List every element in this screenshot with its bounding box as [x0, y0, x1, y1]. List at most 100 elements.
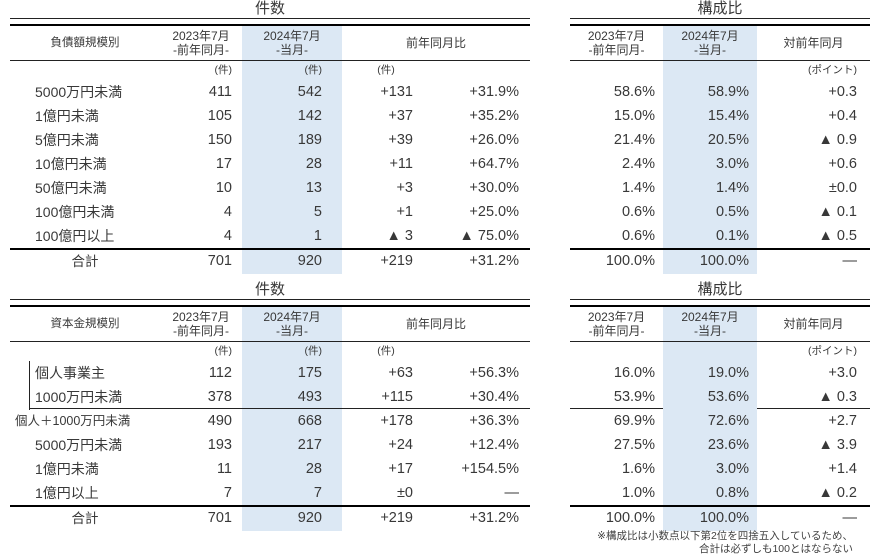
cell-value: ▲ 0.9 — [818, 132, 857, 148]
cell-value: 1.4% — [663, 176, 757, 200]
cell-value: 193 — [207, 437, 232, 453]
cell-value: 10 — [215, 180, 232, 196]
cell-value: +131 — [380, 84, 413, 100]
footnote: ※構成比は小数点以下第2位を四捨五入しているため、 合計は必ずしも100とはなら… — [597, 530, 853, 556]
cell-value: +26.0% — [469, 132, 519, 148]
table-row: 0.6% 0.1% ▲ 0.5 — [570, 224, 870, 248]
table-row: 5000万円未満 411 542 +131 +31.9% — [10, 80, 530, 104]
table-row: 69.9% 72.6% +2.7 — [570, 409, 870, 433]
cell-value: 1.0% — [621, 485, 655, 501]
total-row: 合計 701 920 +219 +31.2% — [10, 248, 530, 274]
total-value: +31.2% — [469, 510, 519, 526]
cell-value: 72.6% — [663, 409, 757, 433]
cell-value: +30.0% — [469, 180, 519, 196]
col-2023-sublabel: -前年同月- — [588, 324, 645, 338]
table-row: 個人＋1000万円未満 490 668 +178 +36.3% — [10, 409, 530, 433]
cell-value: ▲ 0.5 — [818, 228, 857, 244]
table-row: 2.4% 3.0% +0.6 — [570, 152, 870, 176]
col-2023-label: 2023年7月 — [587, 310, 646, 324]
cell-value: +0.4 — [828, 108, 857, 124]
col-2023-header: 2023年7月 -前年同月- — [570, 26, 663, 60]
cell-value: 58.9% — [663, 80, 757, 104]
cell-value: ±0 — [396, 485, 413, 501]
unit-label: (件) — [214, 64, 233, 76]
table-row: 0.6% 0.5% ▲ 0.1 — [570, 200, 870, 224]
ratio-table: 構成比 2023年7月 -前年同月- 2024年7月 -当月- 対前年同月 (ポ… — [570, 0, 870, 274]
unit-row: (ポイント) — [570, 342, 870, 361]
table-row: 100億円以上 4 1 ▲ 3 ▲ 75.0% — [10, 224, 530, 248]
cell-value: +37 — [388, 108, 413, 124]
cell-value: 189 — [242, 128, 342, 152]
unit-label: (件) — [242, 61, 342, 80]
cell-value: 668 — [242, 409, 342, 433]
cell-value: +3.0 — [828, 365, 857, 381]
unit-label: (件) — [214, 345, 233, 357]
row-label: 1億円以上 — [35, 485, 99, 501]
total-value: — — [842, 510, 858, 526]
count-table-title: 件数 — [10, 0, 530, 19]
col-2024-sublabel: -当月- — [694, 43, 726, 57]
cell-value: 7 — [223, 485, 232, 501]
cell-value: +30.4% — [469, 389, 519, 405]
header-row: 資本金規模別 2023年7月 -前年同月- 2024年7月 -当月- 前年同月比 — [10, 305, 530, 342]
cell-value: +12.4% — [469, 437, 519, 453]
footnote-line-2: 合計は必ずしも100とはならない — [698, 543, 853, 555]
cell-value: ▲ 3.9 — [818, 437, 857, 453]
cell-value: 27.5% — [613, 437, 655, 453]
total-value: 100.0% — [663, 250, 757, 274]
unit-label: (件) — [377, 64, 395, 76]
table-row: 1億円未満 105 142 +37 +35.2% — [10, 104, 530, 128]
table-row: 個人事業主 112 175 +63 +56.3% — [10, 361, 530, 386]
cell-value: 1.4% — [621, 180, 655, 196]
cell-value: 1 — [242, 224, 342, 248]
cell-value: ▲ 0.1 — [818, 204, 857, 220]
table-row: 5億円未満 150 189 +39 +26.0% — [10, 128, 530, 152]
cell-value: +63 — [388, 365, 413, 381]
cell-value: 28 — [242, 152, 342, 176]
col-2024-label: 2024年7月 — [263, 310, 321, 324]
cell-value: +0.3 — [828, 84, 857, 100]
cell-value: +56.3% — [469, 365, 519, 381]
col-2024-label: 2024年7月 — [681, 310, 739, 324]
cell-value: +11 — [389, 156, 413, 172]
row-label: 1億円未満 — [35, 108, 99, 124]
cell-value: 142 — [242, 104, 342, 128]
total-value: 701 — [207, 253, 232, 269]
row-label: 5000万円未満 — [35, 437, 123, 453]
cell-value: 150 — [207, 132, 232, 148]
total-value: 920 — [242, 507, 342, 531]
cell-value: 58.6% — [613, 84, 655, 100]
col-yoy-points-header: 対前年同月 — [783, 317, 844, 331]
col-2024-header: 2024年7月 -当月- — [242, 307, 342, 341]
cell-value: 217 — [242, 433, 342, 457]
col-2023-header: 2023年7月 -前年同月- — [160, 307, 242, 341]
cell-value: 411 — [208, 84, 232, 100]
cell-value: ±0.0 — [828, 180, 857, 196]
table-row: 58.6% 58.9% +0.3 — [570, 80, 870, 104]
table-row: 5000万円未満 193 217 +24 +12.4% — [10, 433, 530, 457]
unit-row: (ポイント) — [570, 61, 870, 80]
col-2023-label: 2023年7月 — [172, 310, 230, 324]
cell-value: +3 — [396, 180, 413, 196]
table-row: 1.0% 0.8% ▲ 0.2 — [570, 481, 870, 505]
cell-value: 112 — [208, 365, 232, 381]
col-2023-label: 2023年7月 — [587, 29, 646, 43]
total-label: 合計 — [71, 254, 99, 269]
col-2024-label: 2024年7月 — [681, 29, 739, 43]
table-row: 15.0% 15.4% +0.4 — [570, 104, 870, 128]
col-2024-header: 2024年7月 -当月- — [663, 26, 757, 60]
total-label: 合計 — [71, 511, 99, 526]
cell-value: 16.0% — [613, 365, 655, 381]
unit-label: (件) — [242, 342, 342, 361]
row-label: 1000万円未満 — [35, 389, 123, 405]
cell-value: 21.4% — [613, 132, 655, 148]
cell-value: +1 — [396, 204, 413, 220]
table-row: 1億円未満 11 28 +17 +154.5% — [10, 457, 530, 481]
header-row: 負債額規模別 2023年7月 -前年同月- 2024年7月 -当月- 前年同月比 — [10, 24, 530, 61]
row-label: 個人事業主 — [35, 365, 105, 381]
table-row: 100億円未満 4 5 +1 +25.0% — [10, 200, 530, 224]
ratio-table-title: 構成比 — [570, 0, 870, 19]
ratio-table: 構成比 2023年7月 -前年同月- 2024年7月 -当月- 対前年同月 (ポ… — [570, 281, 870, 531]
cell-value: — — [504, 485, 520, 501]
total-row: 100.0% 100.0% — — [570, 248, 870, 274]
